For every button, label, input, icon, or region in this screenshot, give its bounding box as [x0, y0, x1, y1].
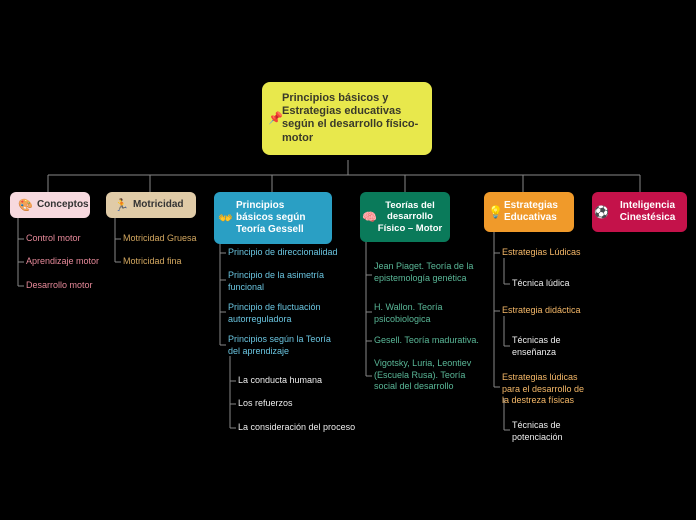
connector-lines	[0, 0, 696, 520]
branch-estrategias[interactable]: 💡 Estrategias Educativas	[484, 192, 574, 232]
branch-gessell[interactable]: 👐 Principios básicos según Teoría Gessel…	[214, 192, 332, 244]
leaf-gesell[interactable]: Gesell. Teoría madurativa.	[374, 335, 484, 347]
leaf-wallon[interactable]: H. Wallon. Teoría psicobiologica	[374, 302, 474, 325]
leaf-tecnica-ludica[interactable]: Técnica lúdica	[512, 278, 570, 290]
palette-icon: 🎨	[18, 198, 33, 212]
leaf-fluctuacion[interactable]: Principio de fluctuación autorreguladora	[228, 302, 338, 325]
leaf-vigotsky[interactable]: Vigotsky, Luria, Leontiev (Escuela Rusa)…	[374, 358, 474, 393]
leaf-consideracion-proceso[interactable]: La consideración del proceso	[238, 422, 355, 434]
leaf-control-motor[interactable]: Control motor	[26, 233, 81, 245]
leaf-asimetria[interactable]: Principio de la asimetría funcional	[228, 270, 338, 293]
running-icon: 🏃	[114, 198, 129, 212]
leaf-desarrollo-motor[interactable]: Desarrollo motor	[26, 280, 93, 292]
ball-icon: ⚽	[594, 205, 609, 219]
root-title: Principios básicos y Estrategias educati…	[282, 92, 420, 145]
branch-cinestesica[interactable]: ⚽ Inteligencia Cinestésica	[592, 192, 687, 232]
leaf-direccionalidad[interactable]: Principio de direccionalidad	[228, 247, 348, 259]
hands-icon: 👐	[218, 211, 233, 225]
branch-label: Motricidad	[133, 199, 184, 211]
leaf-aprendizaje-motor[interactable]: Aprendizaje motor	[26, 256, 99, 268]
leaf-conducta-humana[interactable]: La conducta humana	[238, 375, 322, 387]
leaf-teoria-aprendizaje[interactable]: Principios según la Teoría del aprendiza…	[228, 334, 338, 357]
leaf-piaget[interactable]: Jean Piaget. Teoría de la epistemología …	[374, 261, 474, 284]
branch-label: Teorías del desarrollo Físico – Motor	[374, 200, 446, 234]
leaf-estrategias-destreza[interactable]: Estrategias lúdicas para el desarrollo d…	[502, 372, 592, 407]
branch-label: Conceptos	[37, 199, 89, 211]
branch-motricidad[interactable]: 🏃 Motricidad	[106, 192, 196, 218]
bulb-icon: 💡	[488, 205, 503, 219]
pin-icon: 📌	[268, 111, 283, 125]
branch-label: Principios básicos según Teoría Gessell	[236, 200, 324, 236]
leaf-estrategias-ludicas[interactable]: Estrategias Lúdicas	[502, 247, 581, 259]
branch-label: Estrategias Educativas	[504, 200, 568, 224]
leaf-motricidad-fina[interactable]: Motricidad fina	[123, 256, 182, 268]
branch-conceptos[interactable]: 🎨 Conceptos	[10, 192, 90, 218]
brain-icon: 🧠	[362, 210, 377, 224]
leaf-tecnicas-ensenanza[interactable]: Técnicas de enseñanza	[512, 335, 582, 358]
branch-teorias[interactable]: 🧠 Teorías del desarrollo Físico – Motor	[360, 192, 450, 242]
leaf-motricidad-gruesa[interactable]: Motricidad Gruesa	[123, 233, 197, 245]
leaf-refuerzos[interactable]: Los refuerzos	[238, 398, 293, 410]
leaf-estrategia-didactica[interactable]: Estrategia didáctica	[502, 305, 581, 317]
branch-label: Inteligencia Cinestésica	[612, 200, 683, 224]
root-node[interactable]: 📌 Principios básicos y Estrategias educa…	[262, 82, 432, 155]
leaf-tecnicas-potenciacion[interactable]: Técnicas de potenciación	[512, 420, 582, 443]
